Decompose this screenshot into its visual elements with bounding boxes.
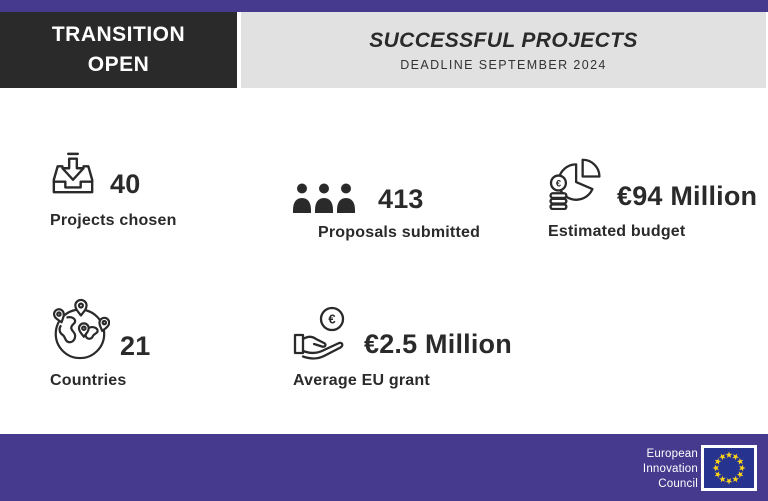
stat-label: Estimated budget	[548, 223, 686, 240]
stat-label: Projects chosen	[50, 212, 177, 229]
pie-chart-euro-icon: €	[548, 156, 608, 210]
banner-subtitle: DEADLINE SEPTEMBER 2024	[400, 57, 607, 72]
stat-label: Average EU grant	[293, 372, 430, 389]
hand-euro-coin-icon: €	[293, 306, 355, 362]
banner: SUCCESSFUL PROJECTS DEADLINE SEPTEMBER 2…	[241, 12, 766, 88]
stat-estimated-budget: € €94 Million Estimated budget	[548, 156, 757, 241]
inbox-download-icon	[50, 150, 96, 198]
svg-text:€: €	[556, 178, 561, 188]
stat-value: €2.5 Million	[364, 329, 512, 359]
program-title-line1: TRANSITION	[51, 22, 186, 46]
stat-average-grant: € €2.5 Million Average EU grant	[293, 306, 512, 390]
org-name-line3: Council	[658, 478, 698, 491]
stat-label: Countries	[50, 372, 127, 389]
stat-label: Proposals submitted	[318, 224, 481, 241]
stat-value: 413	[378, 184, 424, 214]
program-title-line2: OPEN	[87, 53, 150, 76]
eu-flag-icon	[701, 445, 757, 496]
svg-text:€: €	[328, 312, 335, 327]
org-name: European Innovation Council	[643, 447, 698, 493]
stat-value: 40	[110, 169, 141, 199]
stat-countries: 21 Countries	[48, 298, 150, 390]
people-group-icon	[291, 183, 357, 213]
program-title-box: TRANSITION OPEN	[0, 12, 237, 88]
stat-proposals-submitted: 413 Proposals submitted	[291, 183, 480, 242]
org-name-line1: European	[646, 448, 698, 460]
top-accent-strip	[0, 0, 768, 12]
footer-bar: European Innovation Council	[0, 434, 768, 501]
banner-title: SUCCESSFUL PROJECTS	[369, 28, 638, 52]
stat-projects-chosen: 40 Projects chosen	[50, 150, 177, 230]
globe-pins-icon	[48, 298, 110, 360]
stat-value: €94 Million	[617, 181, 758, 211]
org-name-line2: Innovation	[642, 463, 698, 476]
stat-value: 21	[120, 331, 151, 361]
